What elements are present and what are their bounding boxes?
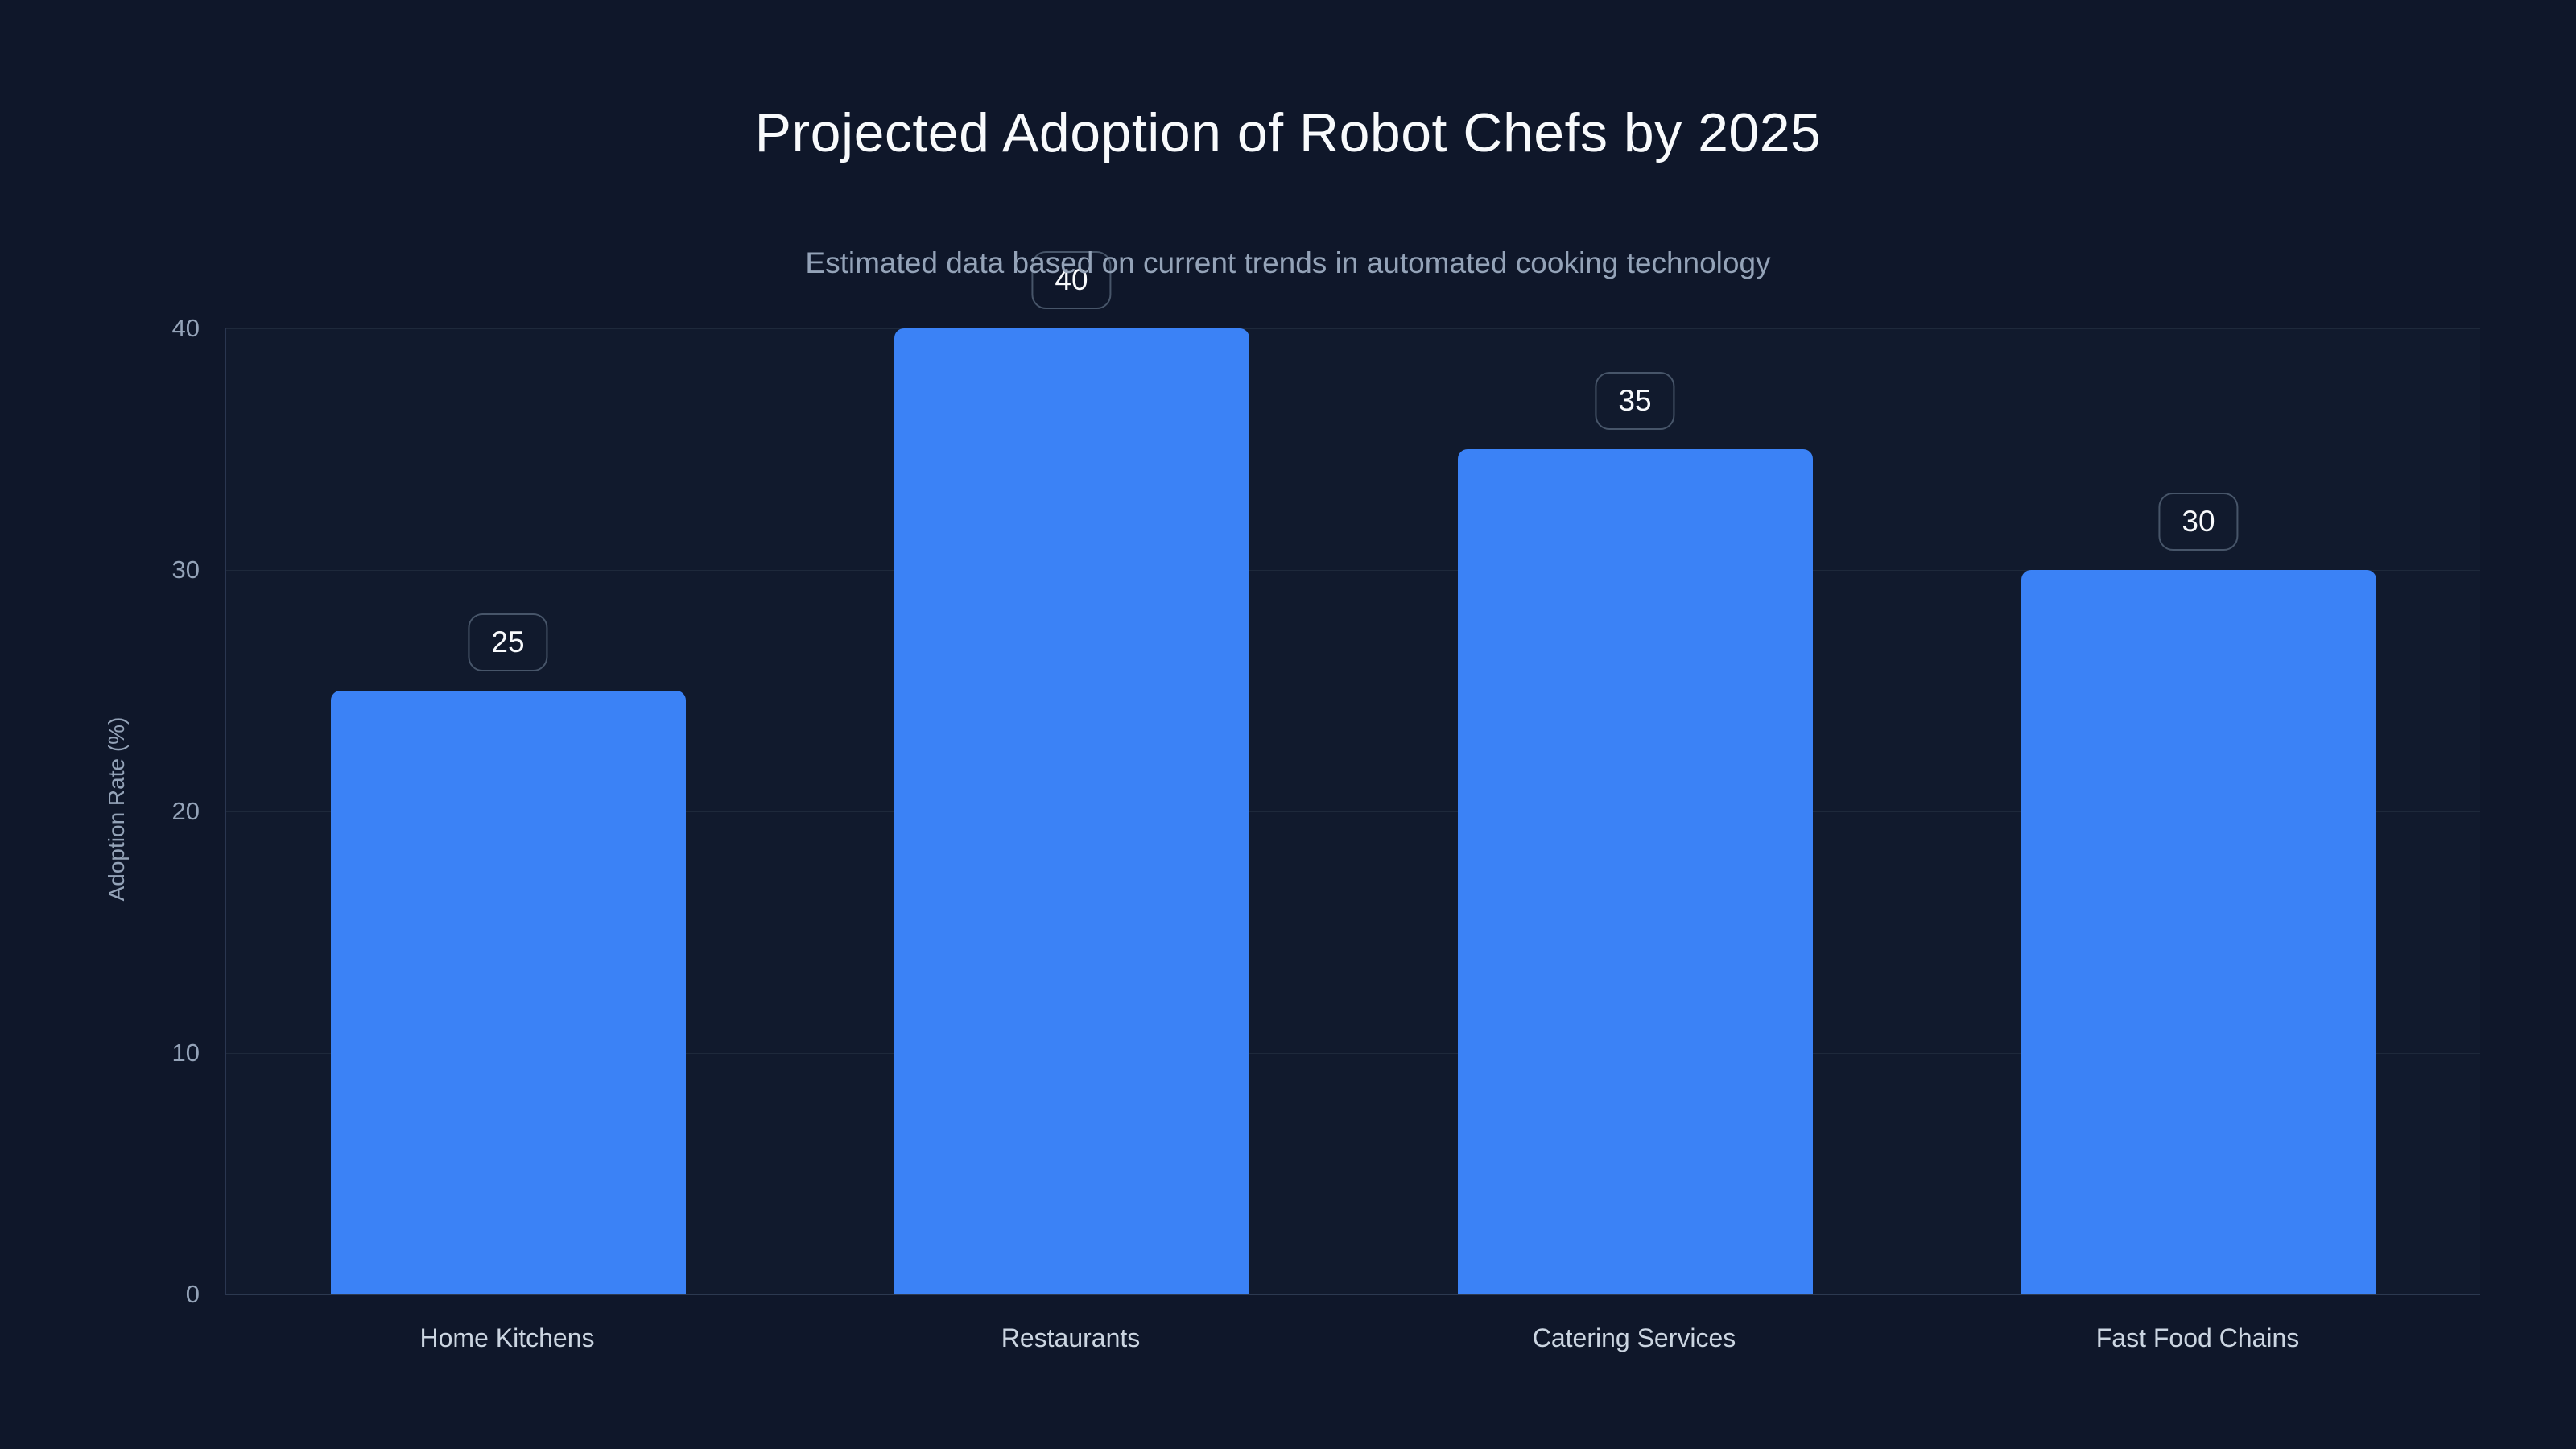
- value-label-home-kitchens: 25: [468, 613, 548, 671]
- y-axis-tick-label-20: 20: [171, 797, 200, 825]
- value-label-restaurants: 40: [1031, 251, 1112, 309]
- x-axis-labels: Home Kitchens Restaurants Catering Service…: [225, 1320, 2479, 1368]
- y-axis-tick-label-40: 40: [171, 314, 200, 342]
- y-axis-tick-label-30: 30: [171, 555, 200, 584]
- bars-layer: 25 40 35 30: [226, 251, 2480, 1294]
- plot-area: 25 40 35 30: [225, 251, 2480, 1295]
- y-axis-tick-label-0: 0: [185, 1280, 200, 1308]
- grid-layer: [226, 328, 2480, 1294]
- bar-catering-services[interactable]: [1458, 449, 1813, 1294]
- value-label-fast-food-chains: 30: [2158, 493, 2239, 551]
- x-axis-label-catering-services: Catering Services: [1532, 1323, 1736, 1352]
- gridline-40: [226, 328, 2480, 329]
- y-axis-tick-label-10: 10: [171, 1038, 200, 1067]
- gridline-30: [226, 570, 2480, 571]
- bar-restaurants[interactable]: [894, 328, 1249, 1294]
- x-axis-label-restaurants: Restaurants: [1001, 1323, 1141, 1352]
- value-label-catering-services: 35: [1595, 372, 1675, 430]
- gridline-20: [226, 811, 2480, 812]
- x-axis-label-fast-food-chains: Fast Food Chains: [2095, 1323, 2300, 1352]
- gridline-10: [226, 1053, 2480, 1054]
- bar-fast-food-chains[interactable]: [2021, 570, 2376, 1294]
- chart-title: Projected Adoption of Robot Chefs by 202…: [754, 102, 1822, 163]
- x-axis-label-home-kitchens: Home Kitchens: [419, 1323, 595, 1352]
- y-axis-tick-labels: 0 10 20 30 40: [0, 314, 200, 1308]
- chart-subtitle: Estimated data based on current trends i…: [805, 246, 1771, 279]
- bar-home-kitchens[interactable]: [331, 691, 686, 1294]
